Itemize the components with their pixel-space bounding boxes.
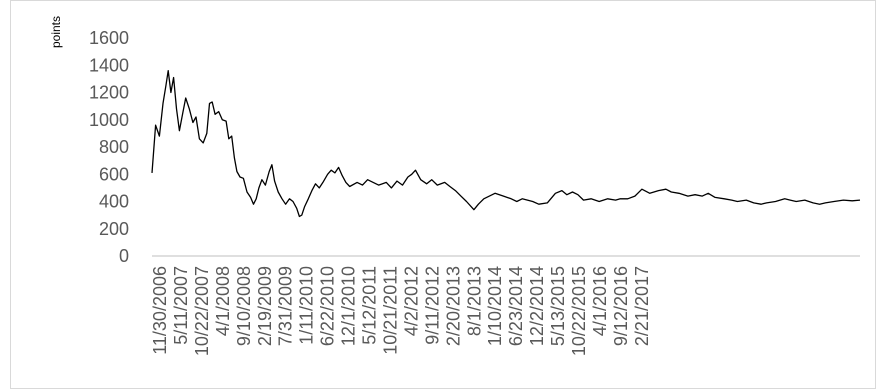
x-tick-label: 6/22/2010 bbox=[318, 266, 338, 346]
x-tick-label: 5/13/2015 bbox=[548, 266, 568, 346]
x-tick-label: 6/23/2014 bbox=[506, 266, 526, 346]
x-tick-label: 4/2/2012 bbox=[401, 266, 421, 336]
y-axis-label: points bbox=[49, 16, 63, 48]
series-line bbox=[151, 70, 861, 218]
x-tick-label: 12/1/2010 bbox=[339, 266, 359, 346]
y-tick-label: 400 bbox=[99, 192, 129, 212]
x-tick-label: 10/22/2007 bbox=[192, 266, 212, 356]
x-tick-label: 2/20/2013 bbox=[443, 266, 463, 346]
x-tick-label: 8/1/2013 bbox=[464, 266, 484, 336]
y-tick-label: 1400 bbox=[89, 55, 129, 75]
x-tick-label: 11/30/2006 bbox=[150, 266, 170, 355]
x-tick-label: 10/21/2011 bbox=[380, 266, 400, 355]
y-tick-label: 1600 bbox=[89, 28, 129, 48]
y-tick-label: 800 bbox=[99, 137, 129, 157]
y-tick-label: 200 bbox=[99, 219, 129, 239]
x-tick-label: 5/11/2007 bbox=[171, 266, 191, 345]
x-tick-label: 4/1/2008 bbox=[213, 266, 233, 336]
x-tick-label: 9/11/2012 bbox=[422, 266, 442, 345]
x-tick-label: 9/12/2016 bbox=[611, 266, 631, 346]
chart-area bbox=[10, 0, 876, 389]
x-tick-label: 12/2/2014 bbox=[527, 266, 547, 346]
y-tick-label: 0 bbox=[119, 246, 129, 266]
x-tick-label: 10/22/2015 bbox=[569, 266, 589, 356]
x-tick-label: 9/10/2008 bbox=[234, 266, 254, 346]
x-tick-label: 4/1/2016 bbox=[590, 266, 610, 336]
x-tick-label: 2/21/2017 bbox=[632, 266, 652, 346]
y-tick-label: 1200 bbox=[89, 83, 129, 103]
x-tick-label: 5/12/2011 bbox=[360, 266, 380, 345]
x-tick-label: 2/19/2009 bbox=[255, 266, 275, 346]
y-tick-label: 600 bbox=[99, 164, 129, 184]
x-tick-label: 7/31/2009 bbox=[276, 266, 296, 346]
y-tick-label: 1000 bbox=[89, 110, 129, 130]
x-tick-label: 1/11/2010 bbox=[297, 266, 317, 345]
x-tick-label: 1/10/2014 bbox=[485, 266, 505, 346]
